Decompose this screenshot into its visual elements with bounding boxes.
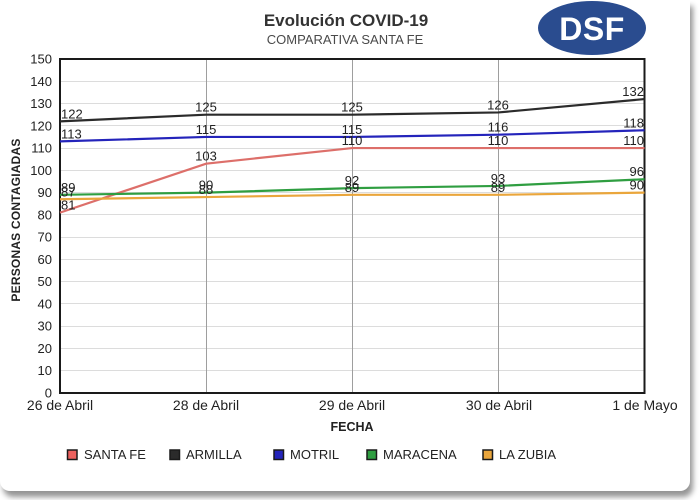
svg-text:90: 90 — [38, 185, 52, 200]
svg-text:115: 115 — [196, 122, 217, 137]
svg-text:125: 125 — [341, 100, 363, 115]
svg-text:110: 110 — [623, 133, 644, 148]
svg-text:92: 92 — [345, 173, 359, 188]
svg-text:MARACENA: MARACENA — [383, 447, 457, 462]
svg-text:26 de Abril: 26 de Abril — [27, 397, 93, 413]
svg-text:81: 81 — [61, 198, 75, 213]
svg-text:10: 10 — [38, 363, 52, 378]
svg-text:113: 113 — [61, 126, 82, 141]
svg-text:150: 150 — [30, 52, 52, 67]
svg-text:93: 93 — [491, 171, 505, 186]
svg-text:132: 132 — [622, 84, 644, 99]
svg-text:90: 90 — [630, 178, 644, 193]
svg-text:30 de Abril: 30 de Abril — [466, 397, 532, 413]
svg-text:116: 116 — [488, 120, 509, 135]
svg-text:110: 110 — [488, 133, 509, 148]
svg-text:MOTRIL: MOTRIL — [290, 447, 339, 462]
svg-text:DSF: DSF — [559, 11, 625, 47]
svg-text:0: 0 — [45, 386, 52, 401]
svg-text:89: 89 — [491, 180, 505, 195]
svg-text:30: 30 — [38, 319, 52, 334]
svg-text:120: 120 — [30, 118, 52, 133]
svg-text:126: 126 — [487, 97, 509, 112]
svg-text:29 de Abril: 29 de Abril — [319, 397, 385, 413]
svg-text:100: 100 — [30, 163, 52, 178]
svg-text:130: 130 — [30, 96, 52, 111]
svg-text:89: 89 — [345, 180, 359, 195]
svg-text:70: 70 — [38, 230, 52, 245]
svg-text:110: 110 — [31, 141, 52, 156]
svg-text:FECHA: FECHA — [330, 420, 373, 434]
svg-text:PERSONAS CONTAGIADAS: PERSONAS CONTAGIADAS — [9, 138, 23, 301]
svg-text:103: 103 — [195, 149, 217, 164]
svg-text:80: 80 — [38, 207, 52, 222]
svg-text:90: 90 — [199, 178, 213, 193]
svg-text:COMPARATIVA SANTA FE: COMPARATIVA SANTA FE — [267, 32, 424, 47]
svg-text:60: 60 — [38, 252, 52, 267]
svg-text:88: 88 — [199, 182, 213, 197]
svg-text:20: 20 — [38, 341, 52, 356]
svg-text:Evolución COVID-19: Evolución COVID-19 — [264, 11, 428, 30]
svg-text:140: 140 — [30, 74, 52, 89]
svg-text:118: 118 — [623, 115, 644, 130]
svg-text:40: 40 — [38, 296, 52, 311]
svg-text:1 de Mayo: 1 de Mayo — [612, 397, 678, 413]
svg-text:115: 115 — [342, 122, 363, 137]
svg-text:ARMILLA: ARMILLA — [186, 447, 242, 462]
svg-text:122: 122 — [61, 106, 83, 121]
svg-text:87: 87 — [61, 184, 75, 199]
svg-text:125: 125 — [195, 100, 217, 115]
svg-text:LA ZUBIA: LA ZUBIA — [499, 447, 556, 462]
svg-text:89: 89 — [61, 180, 75, 195]
svg-text:110: 110 — [342, 133, 363, 148]
svg-text:50: 50 — [38, 274, 52, 289]
svg-text:28 de Abril: 28 de Abril — [173, 397, 239, 413]
svg-text:SANTA FE: SANTA FE — [84, 447, 146, 462]
svg-text:96: 96 — [630, 164, 644, 179]
